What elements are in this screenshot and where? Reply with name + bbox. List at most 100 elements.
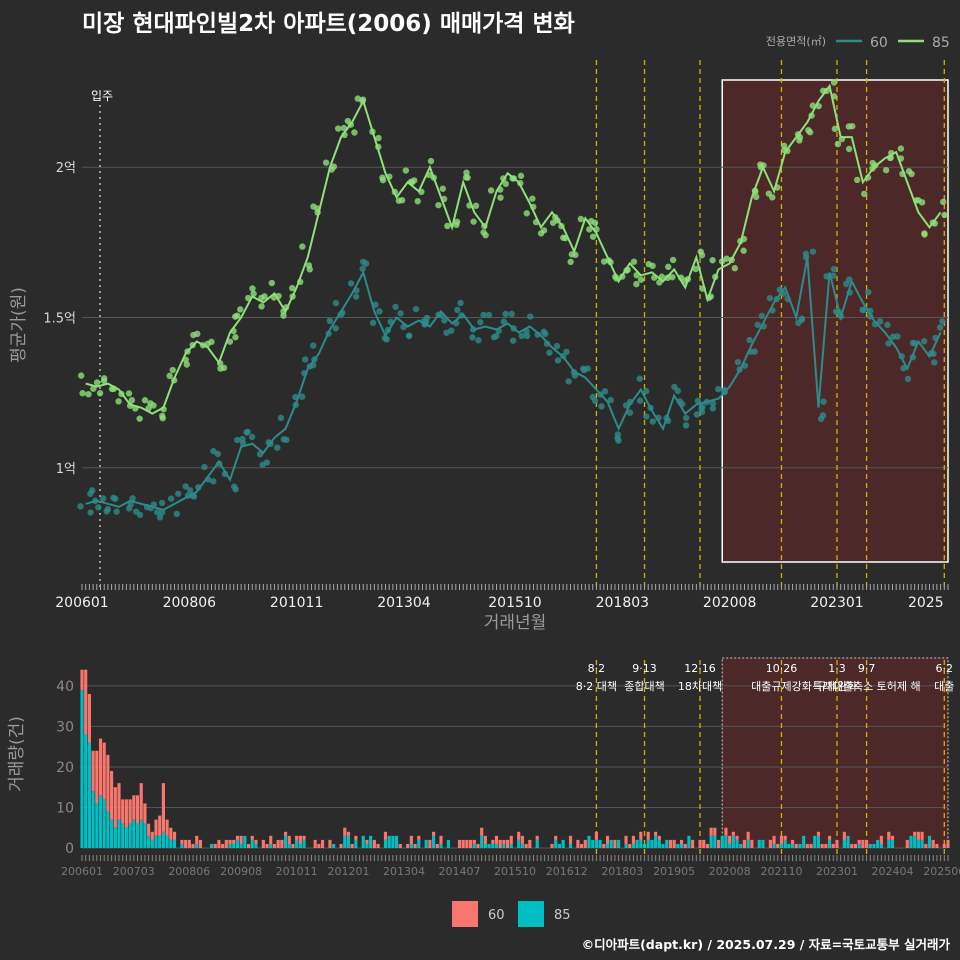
scatter-point-60 (234, 436, 241, 444)
bar-60 (302, 835, 306, 840)
bar-60 (865, 839, 869, 848)
bar-60 (805, 843, 809, 848)
bar-60 (517, 831, 521, 840)
bar-85 (472, 843, 476, 848)
scatter-point-85 (502, 180, 509, 188)
bar-85 (480, 835, 484, 848)
bar-x-tick-label: 200806 (168, 865, 210, 878)
bar-x-tick-label: 200908 (220, 865, 262, 878)
bar-60 (295, 835, 299, 840)
scatter-point-85 (85, 390, 92, 398)
bar-60 (728, 835, 732, 844)
bar-60 (502, 839, 506, 844)
scatter-point-85 (427, 157, 435, 165)
bar-60 (84, 669, 88, 735)
bar-85 (857, 843, 861, 848)
scatter-point-60 (277, 414, 285, 422)
bar-60 (187, 839, 191, 848)
scatter-point-60 (523, 332, 531, 340)
bar-85 (494, 843, 499, 848)
scatter-point-60 (802, 250, 810, 257)
scatter-point-60 (405, 332, 413, 339)
scatter-point-85 (780, 142, 788, 150)
x-tick-label: 201510 (488, 595, 541, 611)
bar-85 (483, 843, 487, 848)
scatter-point-85 (101, 375, 108, 382)
bar-60 (457, 839, 462, 848)
scatter-point-60 (931, 359, 938, 366)
x-tick-label: 201803 (596, 595, 649, 611)
bar-60 (235, 835, 240, 840)
bar-60 (161, 783, 165, 832)
scatter-point-85 (322, 159, 330, 166)
bar-85 (298, 843, 302, 848)
bar-60 (228, 839, 232, 844)
scatter-point-60 (543, 340, 551, 347)
scatter-point-60 (518, 332, 525, 340)
scatter-point-85 (258, 303, 265, 310)
x-tick-label: 200806 (163, 595, 217, 611)
bar-60 (365, 839, 369, 844)
scatter-point-60 (369, 319, 377, 327)
scatter-point-60 (302, 356, 309, 363)
bar-60 (605, 835, 610, 844)
bar-60 (576, 839, 580, 848)
bar-x-tick-label: 201905 (653, 865, 695, 878)
bar-85 (676, 843, 680, 848)
scatter-point-85 (208, 338, 215, 346)
bar-60 (124, 799, 128, 828)
bar-60 (879, 835, 883, 844)
bar-85 (150, 839, 154, 848)
bar-60 (272, 843, 277, 848)
bar-60 (95, 750, 99, 804)
scatter-point-60 (412, 305, 420, 313)
series-line-60 (85, 257, 942, 511)
bar-60 (139, 783, 143, 820)
scatter-point-85 (567, 258, 574, 266)
legend-label-60: 60 (870, 35, 888, 51)
policy-text-label: 8·2 대책 (576, 680, 617, 693)
bar-60 (132, 795, 136, 820)
scatter-point-60 (909, 339, 917, 347)
bar-60 (683, 843, 687, 848)
scatter-point-60 (884, 321, 891, 329)
bar-60 (494, 835, 499, 844)
bar-85 (920, 839, 924, 848)
scatter-point-85 (379, 174, 386, 181)
bar-60 (594, 831, 598, 840)
legend-title: 전용면적(㎡) (766, 35, 826, 48)
bar-60 (624, 835, 628, 844)
bar-85 (487, 843, 491, 848)
bar-85 (232, 843, 236, 848)
bar-85 (631, 843, 636, 848)
bar-60 (654, 831, 658, 836)
scatter-point-60 (175, 490, 182, 497)
bar-y-tick-label: 40 (56, 679, 74, 695)
scatter-point-60 (865, 288, 872, 296)
scatter-point-85 (849, 122, 856, 130)
bar-85 (228, 843, 232, 848)
scatter-point-85 (908, 170, 915, 178)
scatter-point-60 (693, 411, 701, 418)
bar-85 (98, 795, 103, 848)
scatter-point-60 (104, 505, 112, 513)
bar-60 (98, 738, 103, 796)
bar-85 (161, 831, 165, 848)
scatter-point-85 (698, 251, 706, 259)
bar-60 (287, 835, 291, 844)
scatter-point-85 (351, 129, 358, 136)
scatter-point-60 (243, 429, 250, 436)
bar-60 (376, 843, 380, 848)
bar-60 (320, 839, 325, 848)
chart-title: 미장 현대파인빌2차 아파트(2006) 매매가격 변화 (82, 11, 575, 37)
scatter-point-85 (96, 389, 104, 397)
bar-60 (128, 799, 132, 824)
bar-y-tick-label: 10 (56, 800, 74, 816)
scatter-point-60 (509, 337, 517, 344)
bar-60 (790, 839, 795, 844)
bar-60 (850, 843, 854, 848)
scatter-point-85 (439, 185, 447, 192)
bar-60 (413, 843, 417, 848)
scatter-point-85 (939, 198, 947, 206)
bar-60 (768, 839, 772, 848)
